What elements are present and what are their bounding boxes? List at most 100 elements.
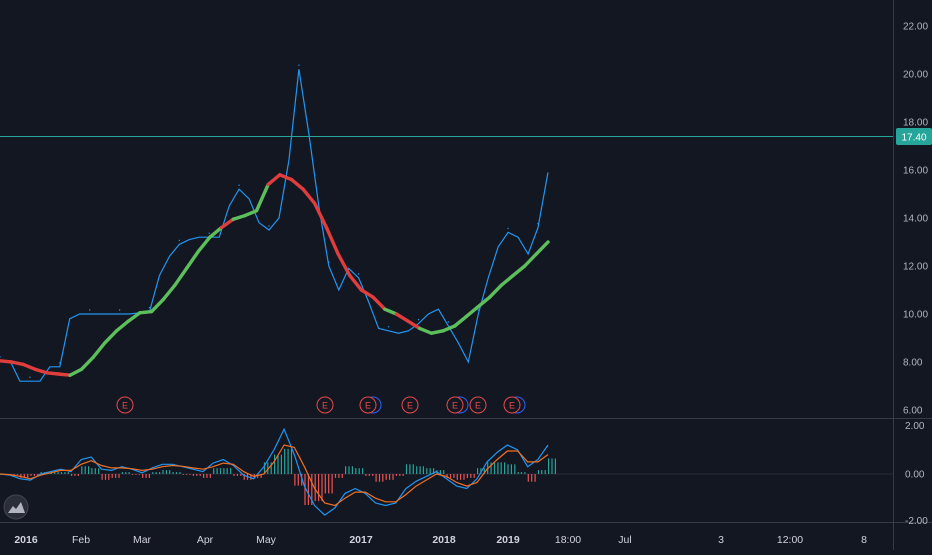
moving-average-segment: [196, 235, 212, 254]
moving-average-segment: [278, 173, 294, 182]
moving-average-segment: [254, 182, 270, 213]
histogram-bar: [67, 472, 69, 474]
histogram-bar: [534, 474, 536, 482]
histogram-bar: [60, 472, 63, 474]
histogram-bar: [121, 472, 123, 474]
earnings-marker[interactable]: E: [116, 396, 134, 414]
time-axis-label: 12:00: [777, 534, 803, 546]
histogram-bar: [233, 474, 235, 476]
moving-average-segment: [114, 319, 131, 333]
histogram-bar: [64, 472, 66, 474]
tradingview-logo-icon[interactable]: [3, 494, 29, 520]
histogram-bar: [81, 466, 83, 474]
histogram-bar: [128, 472, 130, 474]
histogram-bar: [460, 474, 462, 480]
macd-line: [0, 427, 549, 516]
histogram-bar: [304, 474, 306, 505]
histogram-bar: [179, 472, 181, 474]
histogram-bar: [426, 468, 428, 474]
histogram-bar: [199, 474, 201, 476]
price-tick-dot: [328, 261, 330, 263]
main-pane-background: [0, 0, 893, 418]
histogram-bar: [504, 462, 506, 474]
histogram-bar: [54, 472, 56, 474]
histogram-bar: [365, 474, 367, 476]
earnings-marker[interactable]: E: [446, 396, 469, 414]
histogram-bar: [402, 474, 404, 476]
moving-average-segment: [394, 312, 410, 323]
histogram-bar: [74, 474, 76, 476]
histogram-bar: [439, 470, 441, 474]
histogram-bar: [453, 474, 455, 478]
earnings-marker[interactable]: E: [401, 396, 419, 414]
price-tick-dot: [298, 64, 300, 66]
moving-average-segment: [149, 297, 165, 314]
earnings-marker[interactable]: E: [469, 396, 487, 414]
histogram-bar: [294, 474, 296, 486]
price-tick-dot: [268, 225, 270, 227]
histogram-bar: [192, 474, 194, 476]
earnings-marker[interactable]: E: [316, 396, 334, 414]
earnings-marker-label: E: [509, 401, 515, 411]
oscillator-tick-label: -2.00: [905, 516, 928, 527]
time-axis-label: 3: [718, 534, 724, 546]
histogram-bar: [382, 474, 384, 482]
histogram-bar: [77, 474, 79, 476]
moving-average-segment: [488, 283, 504, 299]
moving-average-segment: [441, 324, 457, 333]
time-axis-label: Apr: [197, 534, 214, 546]
histogram-bar: [230, 468, 232, 474]
earnings-marker-label: E: [407, 401, 413, 411]
moving-average-segment: [406, 319, 422, 331]
histogram-bar: [338, 474, 340, 478]
histogram-bar: [165, 470, 167, 474]
histogram-bar: [456, 474, 458, 480]
histogram-bar: [405, 464, 408, 474]
price-tick-dot: [477, 309, 479, 311]
histogram-bar: [290, 448, 293, 474]
histogram-bar: [537, 470, 540, 474]
histogram-bar: [490, 462, 492, 474]
histogram-bar: [138, 474, 140, 475]
histogram-bar: [169, 470, 171, 474]
histogram-bar: [412, 464, 414, 474]
moving-average-segment: [208, 225, 224, 239]
macd-histogram: [0, 448, 893, 505]
histogram-bar: [240, 474, 242, 476]
histogram-bar: [483, 468, 485, 474]
oscillator-axis-ticks: 2.00 0.00 -2.00: [905, 421, 928, 527]
histogram-bar: [260, 474, 262, 478]
histogram-bar: [348, 466, 350, 474]
histogram-bar: [206, 474, 208, 478]
histogram-bar: [416, 466, 418, 474]
moving-average-segment: [33, 367, 49, 375]
histogram-bar: [189, 474, 191, 475]
histogram-bar: [324, 474, 326, 494]
histogram-bar: [514, 464, 516, 474]
histogram-bar: [33, 474, 35, 476]
price-axis-ticks: 6.00 8.00 10.00 12.00 14.00 16.00 18.00 20.00 22…: [903, 22, 928, 417]
moving-average-segment: [266, 173, 282, 187]
histogram-bar: [480, 468, 482, 474]
histogram-bar: [355, 468, 357, 474]
earnings-marker[interactable]: E: [503, 396, 526, 414]
histogram-bar: [135, 474, 137, 475]
moving-average-segment: [511, 264, 527, 278]
histogram-bar: [429, 468, 431, 474]
earnings-marker[interactable]: E: [359, 396, 382, 414]
price-tick-label: 10.00: [903, 310, 928, 321]
histogram-bar: [334, 474, 337, 478]
moving-average-segment: [383, 307, 399, 316]
histogram-bar: [219, 468, 222, 474]
histogram-bar: [419, 466, 421, 474]
histogram-bar: [524, 472, 526, 474]
histogram-bar: [443, 470, 445, 474]
histogram-bar: [243, 474, 245, 480]
price-tick-label: 6.00: [903, 406, 923, 417]
time-axis-label: 2018: [432, 534, 456, 546]
histogram-bar: [236, 474, 238, 476]
histogram-bar: [551, 458, 553, 474]
histogram-bar: [554, 458, 556, 474]
